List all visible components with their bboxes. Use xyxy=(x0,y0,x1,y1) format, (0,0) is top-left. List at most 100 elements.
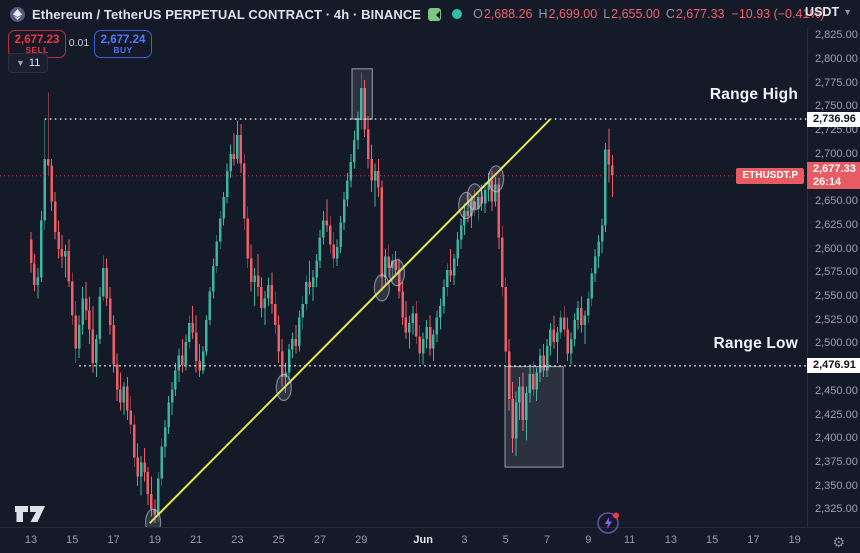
candle-body xyxy=(353,139,356,162)
candle-body xyxy=(112,324,115,365)
candle-body xyxy=(88,310,91,330)
time-tick-label: 19 xyxy=(148,534,161,546)
candle-body xyxy=(497,184,501,238)
candle-wick xyxy=(450,249,452,283)
candle-body xyxy=(322,220,325,238)
candle-body xyxy=(60,249,64,257)
candle-wick xyxy=(199,343,201,378)
candle-body xyxy=(43,158,47,221)
bar-countdown: 26:14 xyxy=(813,176,842,189)
candle-body xyxy=(573,320,576,340)
candle-body xyxy=(590,273,593,299)
candle-body xyxy=(349,161,353,181)
price-tick-label: 2,725.00 xyxy=(815,123,858,136)
candle-body xyxy=(404,317,408,333)
candle-body xyxy=(129,410,133,425)
candle-wick xyxy=(556,326,558,363)
candle-body xyxy=(549,329,552,346)
price-tick-label: 2,375.00 xyxy=(815,455,858,468)
candle-body xyxy=(377,171,380,188)
currency-selector[interactable]: USDT ▼ xyxy=(805,5,852,19)
range-low-label[interactable]: Range Low xyxy=(713,334,798,352)
candle-body xyxy=(212,266,215,292)
candle-body xyxy=(187,323,191,342)
candle-body xyxy=(439,305,442,318)
axis-settings-gear-icon[interactable]: ⚙ xyxy=(832,534,845,550)
price-axis[interactable]: 2,825.00 2,800.00 2,775.00 2,750.00 2,725.00… xyxy=(807,28,860,527)
candle-body xyxy=(105,267,108,299)
candle-body xyxy=(239,135,243,164)
candle-body xyxy=(339,222,342,248)
candle-body xyxy=(205,320,208,352)
candle-body xyxy=(449,269,452,276)
ohlc-close-label: C xyxy=(665,7,675,21)
tradingview-logo[interactable] xyxy=(14,503,51,529)
time-tick-label: 19 xyxy=(788,534,801,546)
ellipse-drawing[interactable] xyxy=(388,259,406,287)
candle-body xyxy=(167,402,170,428)
buy-label: BUY xyxy=(113,44,133,55)
buy-button[interactable]: 2,677.24 BUY xyxy=(94,30,152,58)
candle-body xyxy=(298,317,301,346)
candle-body xyxy=(191,323,194,333)
ellipse-drawing[interactable] xyxy=(373,274,390,302)
candle-body xyxy=(115,364,119,390)
candle-body xyxy=(531,374,535,390)
ellipse-drawing[interactable] xyxy=(458,191,475,219)
price-tick-label: 2,825.00 xyxy=(815,29,858,42)
signals-flash-icon[interactable] xyxy=(595,509,622,541)
ohlc-open-value: 2,688.26 xyxy=(483,7,533,21)
candle-body xyxy=(108,298,112,325)
candle-body xyxy=(476,196,480,210)
candle-body xyxy=(246,218,249,259)
candle-body xyxy=(528,374,532,394)
candle-body xyxy=(318,237,322,261)
candle-body xyxy=(445,269,449,287)
ohlc-change-value: −10.93 (−0.41%) xyxy=(731,7,825,21)
candle-body xyxy=(611,165,614,176)
symbol-title[interactable]: Ethereum / TetherUS PERPETUAL CONTRACT ·… xyxy=(32,6,422,22)
candle-body xyxy=(53,201,57,232)
ellipse-drawing[interactable] xyxy=(488,165,505,193)
candle-body xyxy=(74,315,77,349)
candle-body xyxy=(380,187,384,278)
candle-body xyxy=(315,260,318,278)
candle-body xyxy=(342,199,346,223)
time-tick-label: 17 xyxy=(107,534,120,546)
candle-body xyxy=(387,256,391,268)
candle-body xyxy=(607,149,611,165)
candle-body xyxy=(545,345,549,371)
candle-body xyxy=(126,386,129,411)
ohlc-close-value: 2,677.33 xyxy=(675,7,725,21)
ellipse-drawing[interactable] xyxy=(466,183,483,211)
candle-body xyxy=(521,386,525,420)
ellipse-drawing[interactable] xyxy=(275,373,292,402)
candle-body xyxy=(91,329,95,363)
candle-body xyxy=(308,282,311,287)
ohlc-low-label: L xyxy=(603,7,611,21)
time-tick-label: 15 xyxy=(705,534,719,546)
candle-body xyxy=(67,250,71,282)
candle-body xyxy=(243,163,246,219)
candle-body xyxy=(569,339,573,354)
candle-body xyxy=(170,389,174,403)
candle-body xyxy=(146,471,150,494)
candle-body xyxy=(552,329,556,342)
candle-body xyxy=(384,256,387,278)
highlight-box-drawing[interactable] xyxy=(504,366,564,468)
candle-body xyxy=(597,241,600,257)
price-tick-label: 2,425.00 xyxy=(815,408,858,421)
price-tick-label: 2,800.00 xyxy=(815,52,858,65)
highlight-box-drawing[interactable] xyxy=(351,68,373,120)
trendline-drawing[interactable] xyxy=(148,118,552,524)
chart-toolbar: Ethereum / TetherUS PERPETUAL CONTRACT ·… xyxy=(0,0,860,28)
ohlc-low-value: 2,655.00 xyxy=(611,7,660,21)
candle-body xyxy=(370,158,373,181)
time-tick-label: 5 xyxy=(502,534,509,546)
sell-label: SELL xyxy=(25,44,49,55)
candle-body xyxy=(119,389,122,403)
range-high-label[interactable]: Range High xyxy=(709,86,798,104)
drawings-count-dropdown[interactable]: ▼ 11 xyxy=(8,53,49,73)
time-axis[interactable]: 13 15 17 19 21 23 25 27 29 Jun 3 5 7 9 11 13 15 17 19 xyxy=(0,527,860,553)
candle-body xyxy=(222,196,225,219)
